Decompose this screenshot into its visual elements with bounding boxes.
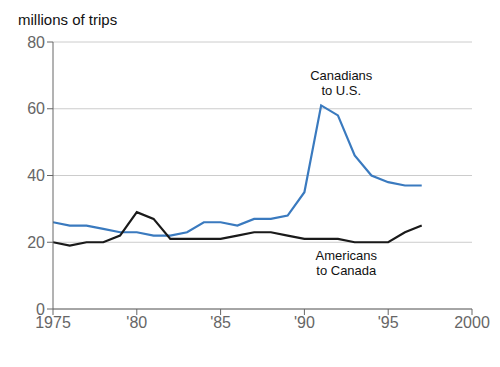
svg-text:40: 40	[27, 167, 45, 184]
svg-text:'95: '95	[378, 314, 399, 331]
svg-text:Americansto Canada: Americansto Canada	[316, 248, 378, 278]
svg-text:1975: 1975	[35, 314, 71, 332]
svg-text:'80: '80	[126, 314, 147, 331]
svg-text:80: 80	[27, 34, 45, 51]
svg-text:'85: '85	[210, 314, 231, 331]
svg-text:20: 20	[27, 234, 45, 251]
html-text:millions of trips: millions of trips	[18, 11, 118, 28]
svg-text:Canadiansto U.S.: Canadiansto U.S.	[310, 68, 373, 98]
svg-text:60: 60	[27, 100, 45, 117]
svg-text:'90: '90	[294, 314, 315, 331]
svg-text:0: 0	[36, 301, 45, 318]
svg-text:2000: 2000	[454, 314, 490, 331]
